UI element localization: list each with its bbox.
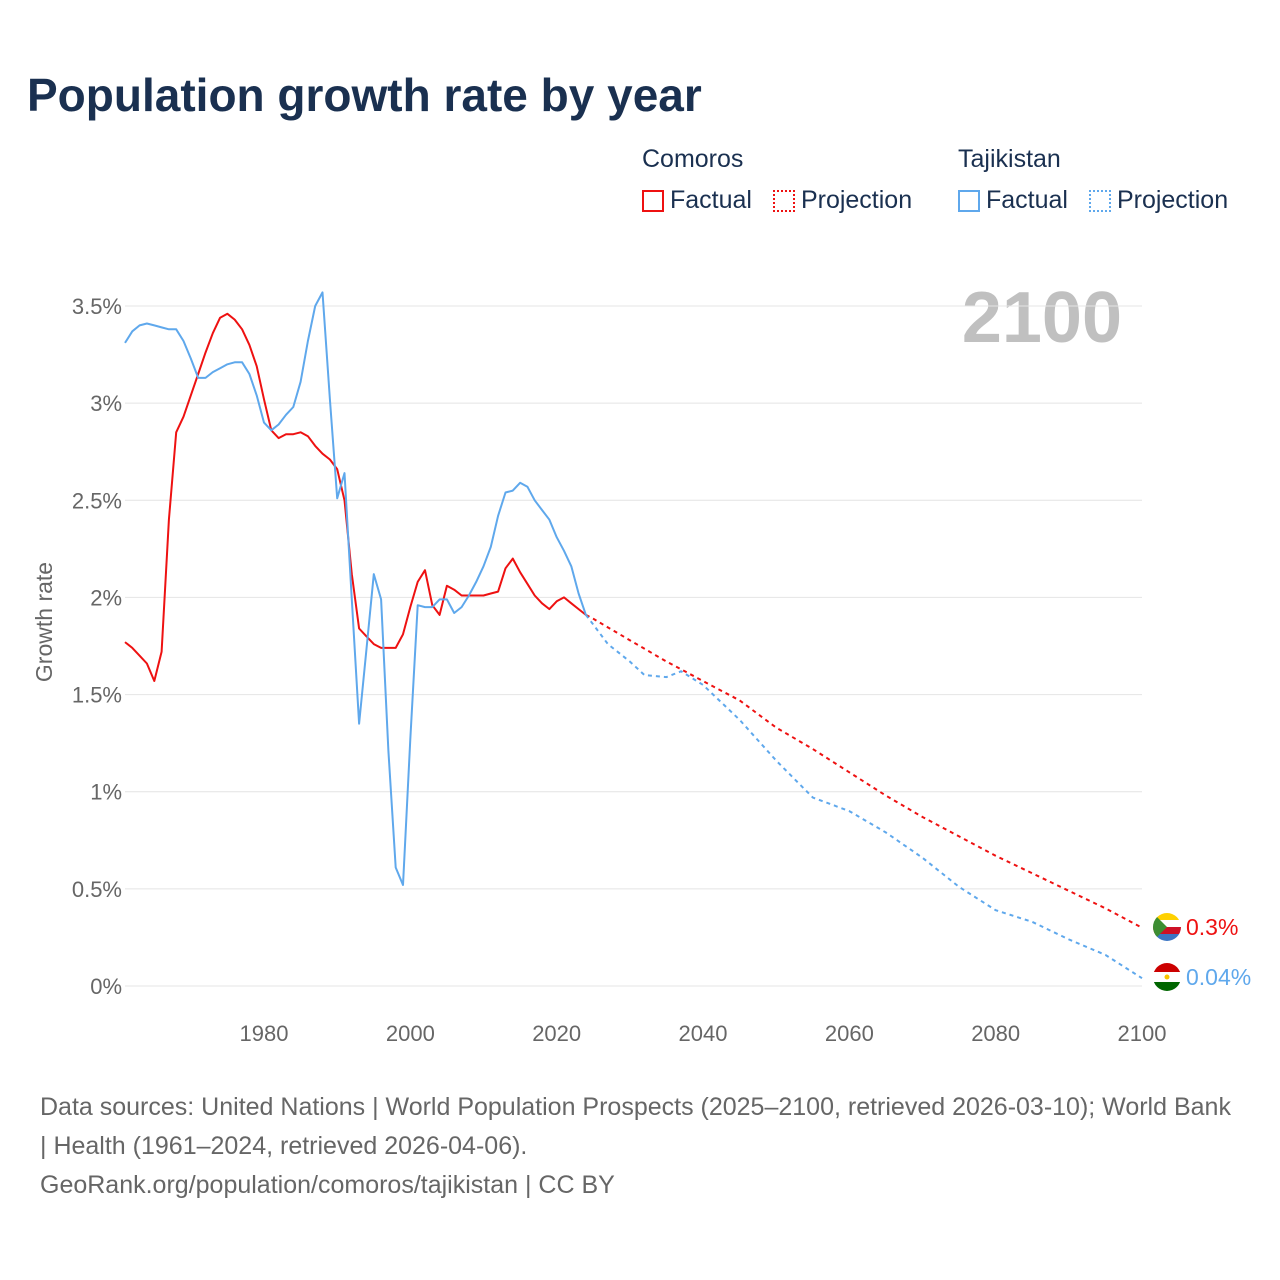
x-tick-label: 1980	[240, 1021, 289, 1046]
legend-tajikistan: Tajikistan Factual Projection	[958, 145, 1242, 219]
legend-label: Projection	[1116, 186, 1229, 214]
x-tick-label: 2100	[1118, 1021, 1167, 1046]
flag-stripe	[1153, 927, 1181, 934]
y-tick-label: 0.5%	[72, 877, 122, 902]
x-tick-label: 2040	[679, 1021, 728, 1046]
legend-label: Factual	[670, 186, 752, 214]
chart-plot: 2100 Growth rate 0% 0.5% 1% 1.5% 2% 2.5% 3% 3.5…	[31, 278, 1251, 1046]
flag-stripe	[1153, 963, 1181, 972]
flag-stripe	[1153, 934, 1181, 941]
tajikistan-factual-line	[124, 291, 587, 886]
flag-stripe	[1153, 920, 1181, 927]
x-tick-label: 2060	[825, 1021, 874, 1046]
comoros-factual-line	[124, 312, 587, 682]
y-tick-label: 0%	[90, 974, 122, 999]
legend-label: Factual	[986, 186, 1068, 214]
legend-comoros: Comoros Factual Projection	[642, 145, 926, 219]
y-tick-label: 1.5%	[72, 683, 122, 708]
comoros-end-label: 0.3%	[1186, 914, 1238, 940]
legend-item-factual[interactable]: Factual	[642, 186, 752, 215]
tajikistan-projection-line	[585, 614, 1143, 980]
y-tick-label: 2%	[90, 585, 122, 610]
flag-crown	[1164, 974, 1170, 980]
flag-triangle	[1153, 913, 1167, 941]
projection-swatch-icon	[1088, 189, 1111, 212]
legend-country-name: Tajikistan	[958, 145, 1061, 173]
legend-country-name: Comoros	[642, 145, 744, 173]
flag-body	[1153, 963, 1181, 991]
flag-body	[1153, 913, 1181, 941]
y-tick-label: 3%	[90, 391, 122, 416]
flag-stripe	[1153, 913, 1181, 920]
factual-swatch-icon	[642, 189, 664, 212]
chart-title: Population growth rate by year	[27, 69, 702, 121]
x-tick-label: 2000	[386, 1021, 435, 1046]
tajikistan-end-label: 0.04%	[1186, 964, 1251, 990]
y-tick-label: 1%	[90, 780, 122, 805]
legend-item-projection[interactable]: Projection	[772, 186, 913, 215]
flag-stripe	[1153, 982, 1181, 991]
year-watermark: 2100	[962, 278, 1122, 358]
factual-swatch-icon	[958, 189, 980, 212]
source-link[interactable]: GeoRank.org/population/comoros/tajikista…	[40, 1171, 615, 1199]
legend-item-projection[interactable]: Projection	[1088, 186, 1229, 215]
y-axis-label: Growth rate	[31, 562, 57, 682]
tajikistan-flag-icon	[1153, 963, 1181, 991]
legend-label: Projection	[800, 186, 913, 214]
legend-item-factual[interactable]: Factual	[958, 186, 1068, 215]
comoros-flag-icon	[1153, 913, 1181, 941]
footer: Data sources: United Nations | World Pop…	[40, 1088, 1240, 1205]
projection-swatch-icon	[772, 189, 795, 212]
x-tick-label: 2020	[532, 1021, 581, 1046]
data-sources: Data sources: United Nations | World Pop…	[40, 1093, 1231, 1160]
y-tick-label: 3.5%	[72, 294, 122, 319]
comoros-projection-line	[585, 614, 1143, 929]
x-tick-label: 2080	[971, 1021, 1020, 1046]
y-tick-label: 2.5%	[72, 488, 122, 513]
